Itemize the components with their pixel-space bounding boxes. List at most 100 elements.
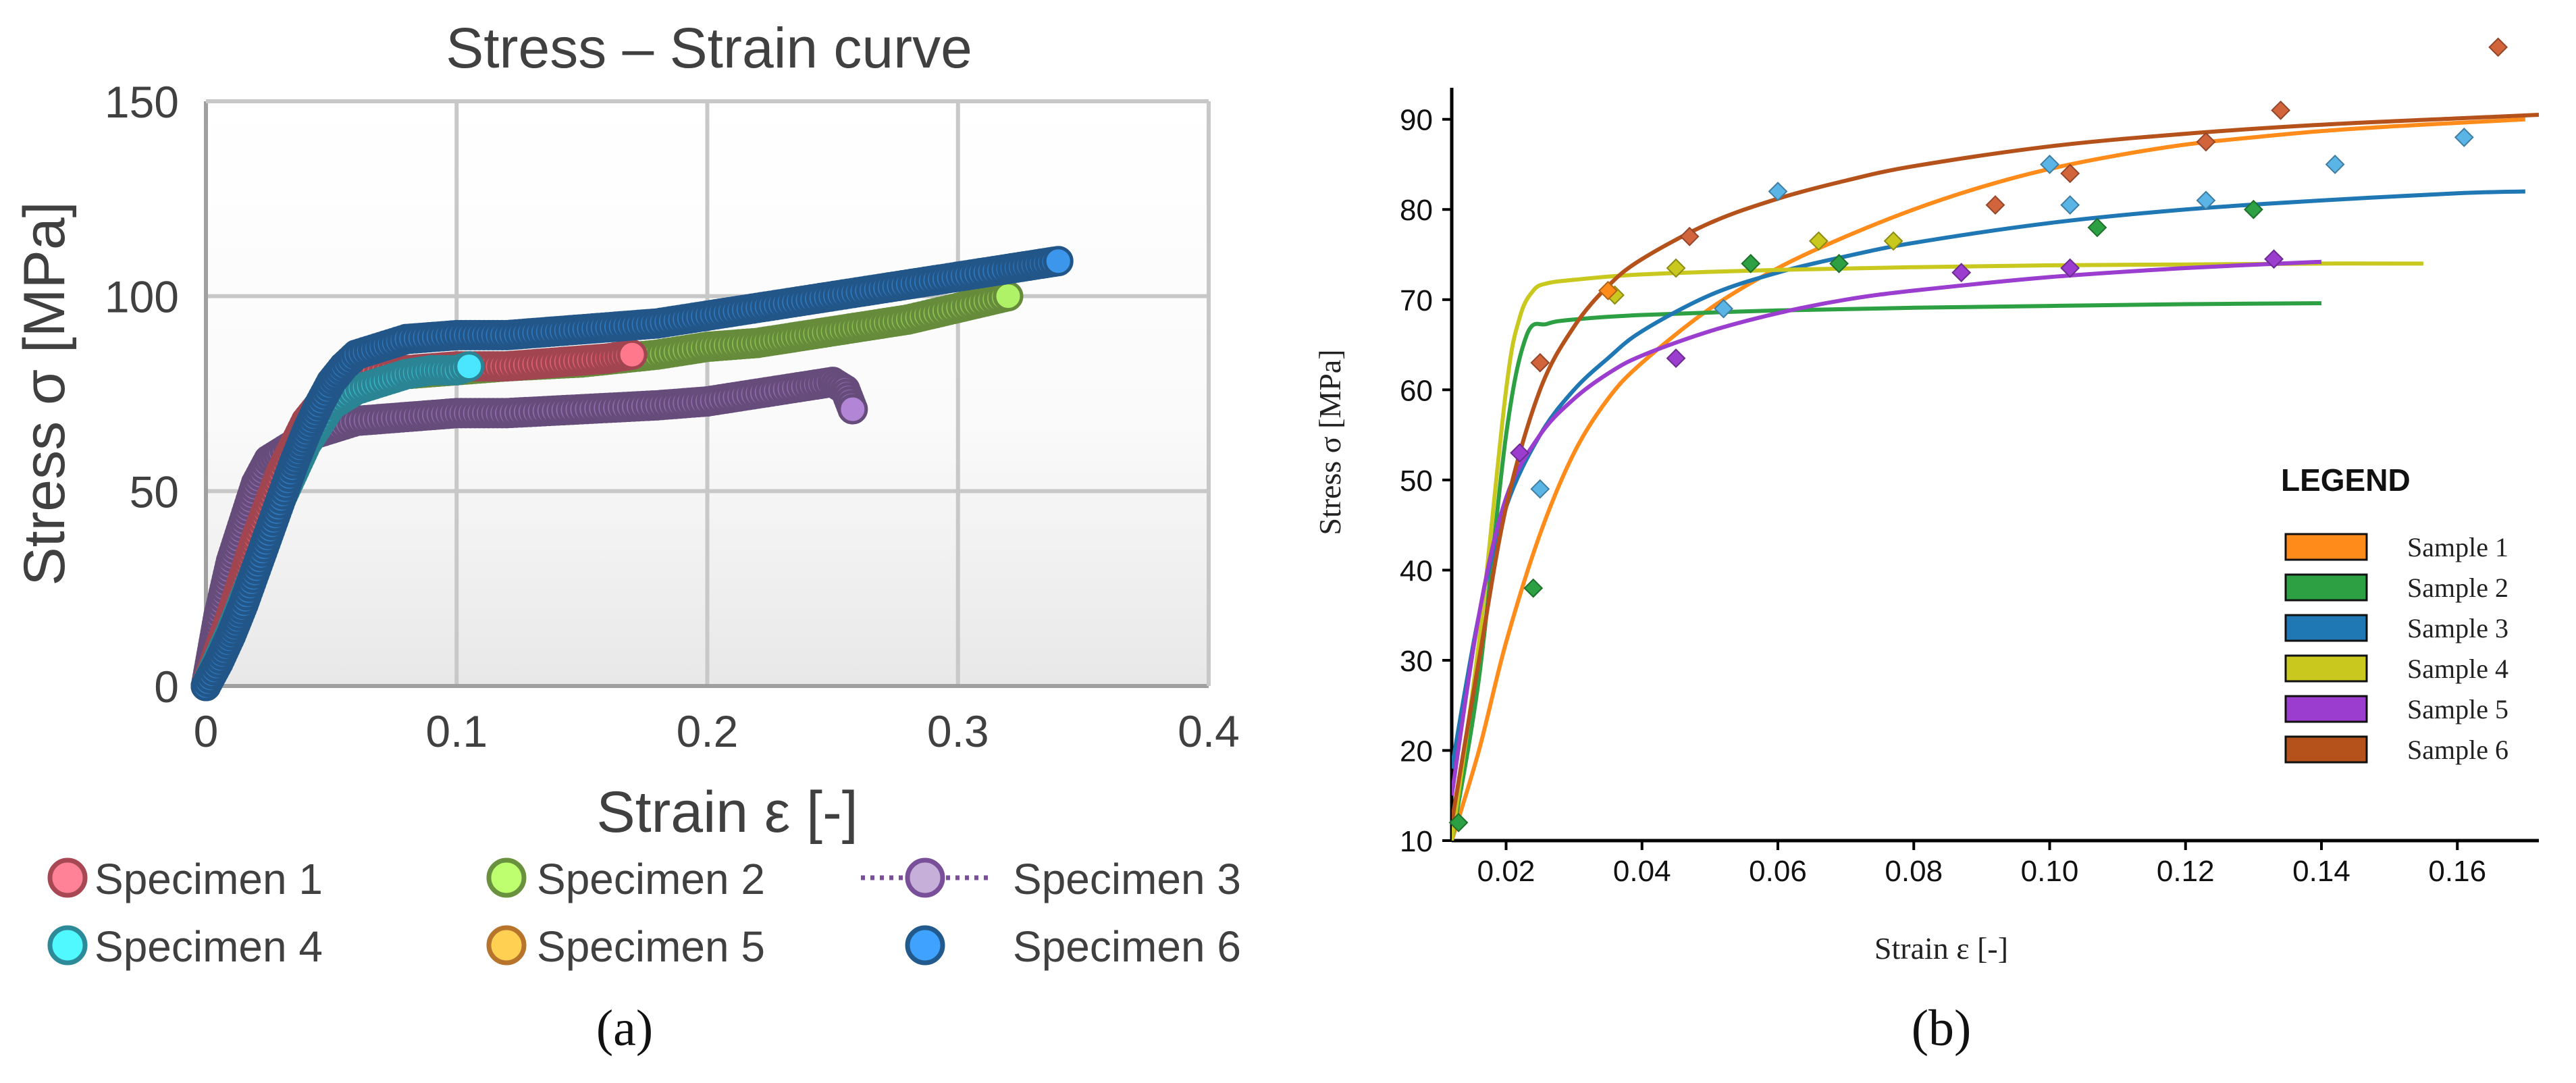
legend-label: Sample 4 xyxy=(2407,654,2508,684)
legend-item-sample-4: Sample 4 xyxy=(2284,654,2508,684)
points-sample-2 xyxy=(1448,199,2263,833)
x-tick-label: 0.14 xyxy=(2292,855,2350,888)
experimental-point xyxy=(1598,281,1618,300)
legend-swatch xyxy=(2284,533,2368,561)
chart-title-a: Stress – Strain curve xyxy=(446,16,972,80)
curve-sample-4 xyxy=(1452,261,2423,841)
legend-swatch xyxy=(2284,614,2368,642)
experimental-point xyxy=(1985,195,2005,215)
experimental-points-b xyxy=(1448,37,2508,833)
legend-marker xyxy=(486,925,527,966)
experimental-point xyxy=(2264,249,2284,269)
experimental-point xyxy=(1829,253,1849,273)
legend-title-b: LEGEND xyxy=(2281,463,2411,498)
x-tick-label: 0.04 xyxy=(1613,855,1671,888)
legend-label: Specimen 4 xyxy=(95,922,323,971)
experimental-point xyxy=(2243,199,2263,219)
experimental-point xyxy=(2060,195,2080,215)
points-sample-5 xyxy=(1510,249,2284,463)
legend-marker xyxy=(47,857,88,898)
points-sample-6 xyxy=(1530,37,2508,373)
experimental-point xyxy=(2196,132,2216,152)
curve-sample-1 xyxy=(1452,117,2526,841)
data-point xyxy=(1043,246,1074,277)
y-tick-label: 70 xyxy=(1400,284,1433,317)
legend-item-specimen-4: Specimen 4 xyxy=(47,922,323,971)
points-sample-1 xyxy=(1598,281,1618,300)
experimental-point xyxy=(2488,37,2508,57)
y-tick-label: 10 xyxy=(1400,825,1433,858)
x-tick-labels-a: 0 0.1 0.2 0.3 0.4 xyxy=(194,706,1240,756)
legend-label: Sample 3 xyxy=(2407,613,2508,643)
x-tick-label: 0 xyxy=(194,706,219,756)
experimental-point xyxy=(2060,163,2080,184)
experimental-point xyxy=(2454,128,2474,147)
legend-item-specimen-1: Specimen 1 xyxy=(47,855,323,903)
legend-item-sample-5: Sample 5 xyxy=(2284,694,2508,724)
legend-label: Sample 2 xyxy=(2407,573,2508,603)
legend-item-specimen-6: Specimen 6 xyxy=(905,922,1241,971)
experimental-point xyxy=(1768,182,1788,201)
experimental-point xyxy=(2271,100,2291,120)
legend-label: Specimen 3 xyxy=(1013,855,1241,903)
legend-swatch xyxy=(2284,735,2368,764)
y-tick-label: 80 xyxy=(1400,194,1433,227)
experimental-point xyxy=(1523,578,1544,598)
legend-item-sample-1: Sample 1 xyxy=(2284,532,2508,562)
x-tick-label: 0.12 xyxy=(2157,855,2215,888)
x-axis-label-b: Strain ε [-] xyxy=(1874,931,2008,966)
legend-item-specimen-3: Specimen 3 xyxy=(861,855,1241,903)
experimental-point xyxy=(1741,253,1761,273)
legend-a: Specimen 1 Specimen 2 Specimen 3 Specimen 4… xyxy=(47,855,1241,971)
x-tick-label: 0.16 xyxy=(2428,855,2486,888)
x-tick-label: 0.02 xyxy=(1477,855,1535,888)
legend-swatch xyxy=(2284,695,2368,723)
legend-marker xyxy=(905,925,945,966)
experimental-point xyxy=(1883,231,1903,251)
y-tick-label: 60 xyxy=(1400,374,1433,407)
legend-label: Specimen 5 xyxy=(537,922,765,971)
y-tick-labels-a: 0 50 100 150 xyxy=(105,77,179,712)
y-tick-label: 150 xyxy=(105,77,179,127)
series-specimen-6 xyxy=(190,246,1074,702)
series-group-b xyxy=(1452,113,2540,841)
legend-label: Specimen 6 xyxy=(1013,922,1241,971)
experimental-point xyxy=(1951,263,1972,283)
x-tick-label: 0.1 xyxy=(425,706,488,756)
experimental-point xyxy=(1714,298,1733,319)
y-tick-label: 0 xyxy=(154,662,179,712)
legend-item-specimen-5: Specimen 5 xyxy=(486,922,765,971)
axes-b xyxy=(1442,88,2539,850)
panel-a: 0 50 100 150 0 0.1 0.2 0.3 0.4 Stress – Strain … xyxy=(12,16,1241,1057)
legend-label: Specimen 2 xyxy=(537,855,765,903)
x-axis-label-a: Strain ε [-] xyxy=(596,780,858,845)
legend-label: Sample 6 xyxy=(2407,735,2508,765)
legend-item-sample-6: Sample 6 xyxy=(2284,735,2508,765)
y-tick-label: 30 xyxy=(1400,645,1433,678)
data-point xyxy=(616,339,648,370)
y-axis-label-a: Stress σ [MPa] xyxy=(12,201,77,585)
experimental-point xyxy=(2040,155,2059,174)
legend-swatch xyxy=(2284,654,2368,683)
legend-item-sample-3: Sample 3 xyxy=(2284,613,2508,643)
legend-label: Specimen 1 xyxy=(95,855,323,903)
x-tick-label: 0.10 xyxy=(2021,855,2079,888)
y-tick-label: 50 xyxy=(130,467,179,517)
y-tick-label: 50 xyxy=(1400,465,1433,498)
legend-marker xyxy=(486,857,527,898)
experimental-point xyxy=(1530,479,1550,499)
legend-marker xyxy=(905,857,945,898)
x-tick-label: 0.06 xyxy=(1749,855,1807,888)
series-group-a xyxy=(190,246,1074,702)
x-tick-label: 0.3 xyxy=(927,706,989,756)
y-tick-label: 90 xyxy=(1400,104,1433,137)
experimental-point xyxy=(2087,217,2107,238)
experimental-point xyxy=(1510,443,1530,463)
panel-label-a: (a) xyxy=(596,1000,653,1057)
legend-marker xyxy=(47,925,88,966)
points-sample-3 xyxy=(1530,128,2474,499)
experimental-point xyxy=(2060,258,2080,278)
legend-swatch xyxy=(2284,573,2368,602)
